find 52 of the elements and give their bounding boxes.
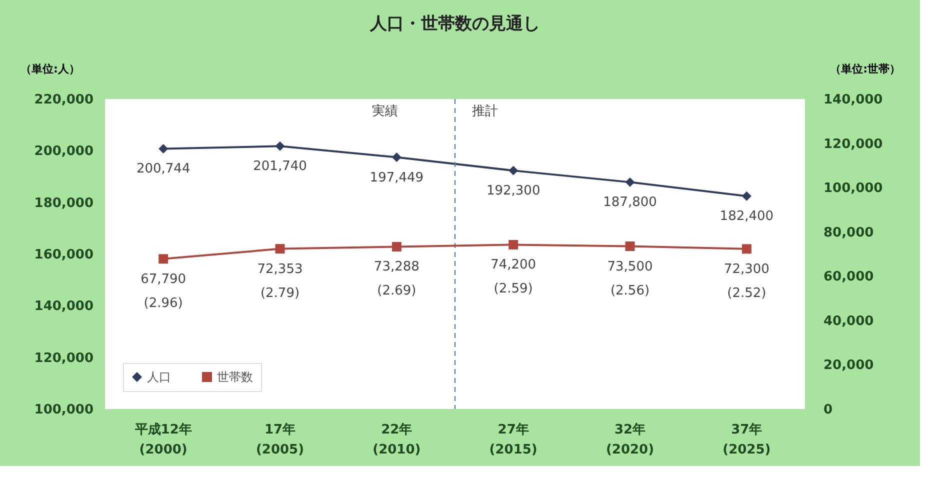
data-label: 201,740	[253, 159, 307, 174]
data-label: 74,200 (2.59)	[490, 258, 536, 297]
y2-tick-label: 80,000	[824, 225, 874, 240]
annotation: 推計	[472, 104, 498, 119]
y-axis-title: （単位:人）	[20, 62, 80, 76]
chart-title: 人口・世帯数の見通し	[369, 14, 540, 34]
y-tick-label: 220,000	[34, 92, 94, 108]
y-tick-label: 120,000	[34, 350, 94, 366]
y2-tick-label: 20,000	[824, 358, 874, 374]
x-tick-label: 32年 (2020)	[606, 422, 654, 458]
point	[275, 244, 285, 254]
data-label: 72,353 (2.79)	[257, 262, 303, 301]
legend-label: 世帯数	[217, 370, 253, 384]
point	[508, 166, 518, 176]
data-label: 72,300 (2.52)	[724, 262, 770, 301]
data-label: 192,300	[486, 184, 540, 199]
y2-tick-label: 120,000	[824, 136, 883, 152]
annotation: 実績	[372, 103, 398, 119]
data-label: 182,400	[720, 209, 774, 224]
y-tick-label: 160,000	[34, 248, 94, 262]
data-label: 73,500 (2.56)	[607, 259, 653, 298]
point	[625, 177, 635, 187]
data-label: 187,800	[603, 195, 657, 210]
y-tick-label: 200,000	[34, 144, 94, 160]
x-tick-label: 37年 (2025)	[722, 422, 771, 458]
point	[508, 240, 518, 250]
y2-axis-title: （単位:世帯）	[830, 62, 900, 76]
point	[742, 244, 752, 254]
y2-tick-label: 40,000	[824, 314, 874, 329]
y-tick-label: 180,000	[34, 196, 94, 211]
data-label: 200,744	[136, 162, 190, 177]
x-tick-label: 27年 (2015)	[489, 422, 538, 458]
y-tick-label: 100,000	[34, 402, 94, 418]
data-label: 73,288 (2.69)	[374, 260, 420, 299]
x-tick-label: 17年 (2005)	[256, 422, 304, 458]
data-label: 67,790 (2.96)	[140, 272, 186, 311]
point	[158, 254, 168, 264]
point	[392, 242, 402, 252]
y2-tick-label: 100,000	[824, 181, 883, 196]
point	[742, 191, 752, 201]
point	[158, 144, 168, 154]
point	[275, 141, 285, 151]
y2-tick-label: 60,000	[824, 270, 874, 285]
data-label: 197,449	[370, 170, 424, 186]
legend-label: 人口	[147, 370, 171, 384]
y-tick-label: 140,000	[34, 299, 94, 314]
point	[392, 152, 402, 162]
y2-tick-label: 0	[824, 402, 833, 418]
x-tick-label: 22年 (2010)	[372, 422, 421, 458]
x-tick-label: 平成12年 (2000)	[134, 422, 192, 458]
y2-tick-label: 140,000	[824, 92, 883, 108]
point	[625, 242, 635, 251]
